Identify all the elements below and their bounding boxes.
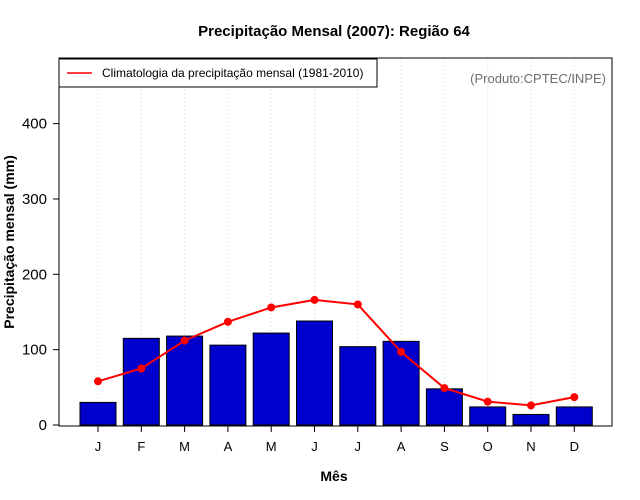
x-tick-label: J <box>355 439 362 454</box>
climatology-point-1 <box>94 377 102 386</box>
y-tick-label: 100 <box>22 342 47 359</box>
climatology-line <box>97 298 575 407</box>
bar-3 <box>166 335 204 426</box>
climatology-point-4 <box>223 317 232 326</box>
climatology-point-6 <box>310 295 319 304</box>
legend: Climatologia da precipitação mensal (198… <box>58 58 378 88</box>
x-tick-label: O <box>483 439 493 454</box>
x-tick-label: A <box>397 439 406 454</box>
y-tick-label: 200 <box>22 266 47 283</box>
bar-1 <box>79 401 117 426</box>
climatology-series <box>94 295 579 410</box>
climatology-point-3 <box>180 336 189 345</box>
x-tick-label: M <box>266 439 277 454</box>
bar-12 <box>555 406 593 426</box>
climatology-point-12 <box>570 393 579 402</box>
climatology-point-8 <box>397 347 406 356</box>
y-axis-label: Precipitação mensal (mm) <box>1 155 17 329</box>
credit-text: (Produto:CPTEC/INPE) <box>470 71 606 86</box>
bar-11 <box>512 413 550 426</box>
legend-entry-climatology: Climatologia da precipitação mensal (198… <box>102 66 363 80</box>
bar-4 <box>209 344 247 426</box>
climatology-point-7 <box>353 300 362 309</box>
x-tick-label: N <box>526 439 535 454</box>
climatology-point-9 <box>440 384 449 393</box>
bar-7 <box>339 346 377 426</box>
plot-frame <box>58 57 613 427</box>
x-tick-label: J <box>95 439 102 454</box>
bar-9 <box>425 388 463 426</box>
legend-box <box>58 58 378 88</box>
bar-5 <box>252 332 290 426</box>
bar-2 <box>122 337 160 426</box>
climatology-point-10 <box>483 397 492 406</box>
x-tick-label: D <box>570 439 579 454</box>
y-tick-label: 400 <box>22 116 47 133</box>
climatology-point-11 <box>527 401 535 410</box>
x-tick-label: M <box>179 439 190 454</box>
x-tick-label: A <box>224 439 233 454</box>
x-axis-label: Mês <box>320 468 347 484</box>
climatology-point-5 <box>267 303 276 312</box>
grid-lines <box>97 58 575 426</box>
bar-6 <box>296 320 333 426</box>
bar-series <box>79 320 593 426</box>
chart-title: Precipitação Mensal (2007): Região 64 <box>198 23 470 40</box>
x-tick-label: J <box>311 439 318 454</box>
x-tick-label: S <box>440 439 449 454</box>
bar-10 <box>469 406 507 426</box>
y-axis: 0 100 200 300 400 <box>22 116 59 434</box>
y-tick-label: 0 <box>39 417 47 434</box>
x-tick-label: F <box>137 439 145 454</box>
climatology-point-2 <box>137 364 146 373</box>
y-tick-label: 300 <box>22 191 47 208</box>
